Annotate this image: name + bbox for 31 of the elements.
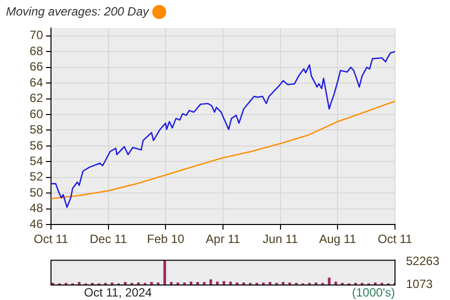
bar [163, 260, 166, 285]
y-tick-label: 50 [30, 185, 44, 200]
y-tick-label: 48 [30, 201, 44, 216]
bar [150, 282, 153, 285]
x-tick-label: Apr 11 [206, 232, 241, 246]
x-tick-label: Dec 11 [90, 232, 128, 246]
y-tick-label: 68 [30, 44, 44, 58]
annotation: Oct 11, 2024 [84, 285, 152, 300]
y-tick-label: 52263 [406, 254, 440, 268]
bar [268, 282, 272, 285]
y-tick-label: 62 [30, 91, 44, 106]
x-tick-label: Aug 11 [319, 232, 357, 246]
y-tick-label: 70 [30, 28, 44, 42]
x-tick-label: Oct 11 [378, 232, 413, 246]
y-tick-label: 46 [30, 216, 44, 231]
y-tick-label: 52 [30, 170, 44, 184]
legend-label: Moving averages: 200 Day [6, 4, 150, 18]
bar [190, 282, 192, 285]
y-tick-label: 1073 [406, 276, 434, 291]
x-tick-label: Jun 11 [262, 232, 298, 246]
y-tick-label: 66 [30, 60, 44, 74]
y-tick-label: 64 [30, 75, 44, 90]
y-tick-label: 56 [30, 138, 44, 152]
x-tick-label: Feb 10 [146, 232, 185, 246]
annotation: (1000's) [352, 285, 395, 300]
bar [229, 282, 232, 285]
x-tick-label: Oct 11 [34, 232, 69, 246]
bar [222, 281, 226, 285]
y-tick-label: 60 [30, 106, 44, 121]
y-tick-label: 58 [30, 122, 44, 137]
y-tick-label: 54 [30, 154, 44, 168]
